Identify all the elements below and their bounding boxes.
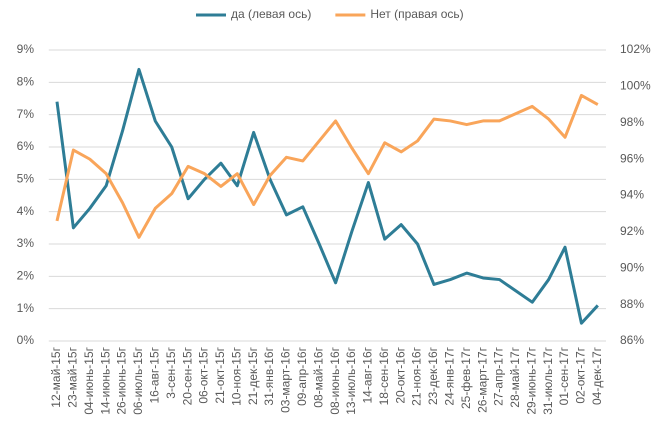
y-tick-label: 1% [17, 301, 35, 315]
y-tick-label: 5% [17, 172, 35, 186]
x-tick-label: 24-янв-17г [442, 346, 456, 405]
y2-tick-label: 102% [620, 42, 651, 56]
y2-tick-label: 86% [620, 333, 644, 347]
y-tick-label: 6% [17, 139, 35, 153]
x-tick-label: 10-ноя-15г [229, 346, 243, 405]
x-tick-label: 16-авг-15г [147, 346, 161, 403]
x-tick-label: 25-фев-17г [459, 346, 473, 409]
y-tick-label: 8% [17, 75, 35, 89]
x-tick-label: 13-июль-16г [344, 346, 358, 414]
y-tick-label: 0% [17, 333, 35, 347]
y2-tick-label: 94% [620, 188, 644, 202]
y2-tick-label: 98% [620, 115, 644, 129]
x-tick-label: 27-апр-17г [492, 346, 506, 406]
y2-tick-label: 90% [620, 260, 644, 274]
x-tick-label: 20-сен-15г [180, 346, 194, 405]
x-tick-label: 31-янв-16г [262, 346, 276, 405]
legend-label: Нет (правая ось) [370, 7, 463, 21]
x-tick-label: 02-окт-17г [574, 346, 588, 403]
x-tick-label: 26-март-17г [475, 346, 489, 413]
x-tick-label: 08-июнь-16г [328, 346, 342, 414]
series-line [55, 67, 599, 325]
x-tick-label: 26-июнь-15г [115, 346, 129, 414]
x-tick-label: 06-июль-15г [131, 346, 145, 414]
x-tick-label: 23-дек-16г [426, 346, 440, 405]
x-tick-label: 21-дек-15г [246, 346, 260, 405]
y2-tick-label: 100% [620, 79, 651, 93]
y2-tick-label: 92% [620, 224, 644, 238]
y2-tick-label: 96% [620, 151, 644, 165]
x-tick-label: 29-июнь-17г [524, 346, 538, 414]
series-line [55, 93, 599, 239]
y-tick-label: 2% [17, 269, 35, 283]
y2-tick-label: 88% [620, 297, 644, 311]
x-tick-label: 04-дек-17г [590, 346, 604, 405]
y-tick-label: 3% [17, 236, 35, 250]
x-tick-label: 23-май-15г [66, 346, 80, 407]
x-tick-label: 20-окт-16г [393, 346, 407, 403]
y-tick-label: 7% [17, 107, 35, 121]
x-tick-label: 08-май-16г [311, 346, 325, 407]
x-tick-label: 04-июнь-15г [82, 346, 96, 414]
x-tick-label: 18-сен-16г [377, 346, 391, 405]
x-tick-label: 14-авг-16г [361, 346, 375, 403]
x-tick-label: 31-июль-17г [541, 346, 555, 414]
x-tick-label: 12-май-15г [49, 346, 63, 407]
x-tick-label: 21-окт-15г [213, 346, 227, 403]
y-tick-label: 4% [17, 204, 35, 218]
x-tick-label: 3-сен-15г [164, 346, 178, 398]
x-tick-label: 09-апр-16г [295, 346, 309, 406]
y-tick-label: 9% [17, 42, 35, 56]
x-tick-label: 28-май-17г [508, 346, 522, 407]
x-tick-label: 01-сен-17г [557, 346, 571, 405]
legend-label: да (левая ось) [231, 7, 311, 21]
x-tick-label: 14-июнь-15г [98, 346, 112, 414]
x-tick-label: 21-ноя-16г [410, 346, 424, 405]
x-tick-label: 03-март-16г [279, 346, 293, 413]
x-tick-label: 06-окт-15г [197, 346, 211, 403]
